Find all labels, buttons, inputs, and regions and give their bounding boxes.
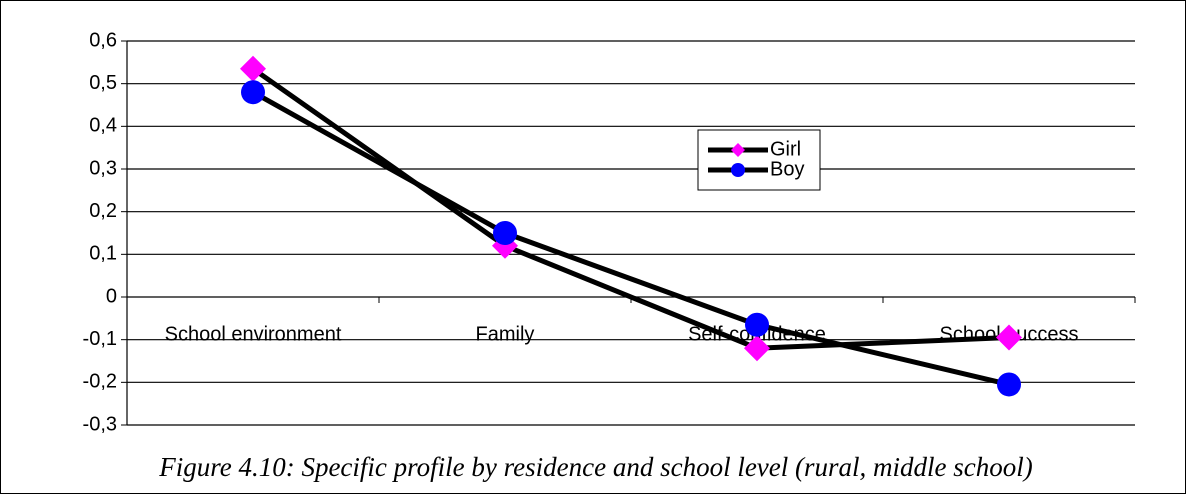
legend-label: Boy — [770, 158, 804, 180]
y-tick-label: 0,6 — [89, 29, 117, 51]
y-tick-label: 0,4 — [89, 115, 117, 137]
point — [996, 324, 1022, 351]
y-tick-label: 0,2 — [89, 200, 117, 222]
y-tick-label: 0,5 — [89, 72, 117, 94]
y-tick-label: -0,2 — [83, 371, 117, 393]
point — [493, 221, 517, 245]
point — [240, 55, 266, 82]
legend-marker — [731, 143, 745, 157]
point — [745, 312, 769, 337]
y-tick-label: -0,3 — [83, 413, 117, 435]
series-line — [251, 90, 1010, 387]
point — [744, 335, 770, 362]
point — [241, 80, 265, 105]
legend-marker — [731, 163, 745, 177]
point — [997, 372, 1021, 397]
y-tick-label: -0,1 — [83, 328, 117, 350]
x-tick-label: School environment — [165, 323, 342, 345]
series-line — [251, 66, 1010, 351]
caption: Figure 4.10: Specific profile by residen… — [158, 452, 1033, 482]
legend — [697, 129, 821, 191]
legend-label: Girl — [770, 138, 801, 160]
y-tick-label: 0,3 — [89, 157, 117, 179]
x-tick-label: Family — [476, 323, 535, 345]
y-tick-label: 0 — [106, 285, 117, 307]
y-tick-label: 0,1 — [89, 243, 117, 265]
